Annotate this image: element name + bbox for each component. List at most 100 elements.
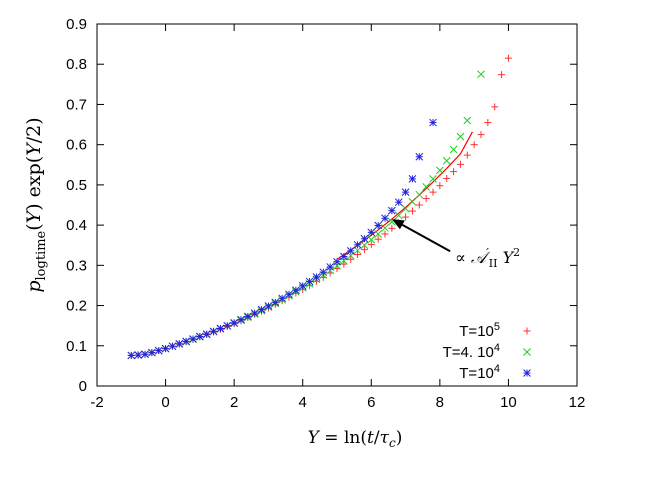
data-point-star [429,118,437,127]
annotation-label: ∝ 𝒜′II Y2 [455,246,520,270]
data-point-cross [401,204,410,213]
data-point-star [148,348,156,357]
data-point-star [278,294,286,303]
data-point-plus [477,131,485,139]
data-point-cross [463,116,472,125]
data-point-plus [347,255,355,263]
y-tick-label: 0.2 [66,298,87,315]
data-point-cross [456,132,465,141]
data-point-star [333,257,341,266]
y-tick-label: 0.4 [66,217,87,234]
data-point-cross [422,183,430,191]
x-tick-label: 6 [367,394,375,411]
data-point-plus [450,168,458,176]
x-tick-label: 2 [230,394,238,411]
data-point-star [353,240,362,249]
fit-line-group [336,131,473,260]
data-point-star [244,312,252,321]
data-point-star [189,335,197,343]
data-point-cross [381,224,389,232]
x-tick-label: 0 [161,394,169,411]
y-tick-label: 0.1 [66,338,87,355]
x-tick-label: 12 [569,394,586,411]
x-tick-label: 10 [500,394,517,411]
y-tick-label: 0.9 [66,16,87,33]
annotation: ∝ 𝒜′II Y2 [391,219,520,270]
y-tick-label: 0.3 [66,257,87,274]
data-point-cross [360,241,369,250]
data-point-plus [374,235,382,243]
data-point-star [292,286,300,295]
fit-line [336,131,473,260]
data-point-plus [463,151,471,159]
data-points [127,54,512,360]
data-point-plus [354,250,362,258]
data-point-star [346,246,355,255]
data-point-star [250,309,259,318]
data-point-star [298,281,307,290]
data-point-plus [456,160,464,168]
data-point-plus [388,224,396,232]
data-point-plus [436,182,444,190]
y-tick-label: 0.6 [66,137,87,154]
x-tick-label: 4 [299,394,307,411]
data-point-plus [360,246,368,254]
data-point-cross [436,166,444,175]
data-point-cross [477,70,485,79]
data-point-plus [415,201,423,209]
data-point-star [367,228,376,237]
data-point-star [388,206,396,215]
data-point-star [408,175,417,183]
legend-marker-star [523,369,531,377]
data-point-star [237,315,245,324]
data-point-star [340,252,348,261]
data-point-cross [353,246,362,255]
data-point-star [415,152,424,161]
data-point-plus [422,195,430,203]
data-point-star [141,350,149,359]
data-point-plus [443,174,451,182]
data-point-cross [408,197,417,206]
data-point-cross [449,145,458,154]
data-point-star [209,327,218,336]
y-axis-label: plogtime(Y) exp(Y/2) [23,117,49,292]
data-point-star [264,302,273,310]
data-point-star [196,332,204,341]
data-point-cross [394,211,403,220]
data-point-star [381,214,389,223]
x-axis-label: Y = ln(t/τc) [308,428,403,450]
data-point-plus [491,103,499,111]
data-point-star [319,268,328,277]
legend-label: T=105 [459,321,500,340]
data-point-cross [326,266,334,275]
data-point-star [216,324,225,333]
data-point-star [127,351,136,360]
data-point-star [305,277,314,286]
data-point-star [326,263,334,271]
data-point-star [182,337,190,346]
data-point-plus [367,240,375,248]
y-tick-label: 0.5 [66,177,87,194]
data-point-star [134,351,142,359]
data-point-star [394,198,403,207]
legend-label: T=4. 104 [443,342,500,361]
data-point-star [312,273,321,281]
data-point-cross [415,190,424,199]
data-point-plus [408,207,416,215]
legend: T=105 T=4. 104 T=104 [443,321,531,382]
data-point-star [230,318,238,327]
data-point-cross [374,230,382,238]
legend-marker-plus [523,327,531,335]
data-point-star [360,234,369,243]
data-point-star [257,305,266,314]
y-tick-label: 0.7 [66,96,87,113]
x-tick-label: 8 [436,394,444,411]
data-point-star [223,321,232,330]
data-point-star [154,346,163,355]
data-point-cross [442,156,451,165]
data-point-star [202,330,211,338]
legend-label: T=104 [459,363,500,382]
data-point-plus [484,119,492,127]
data-point-plus [340,260,348,268]
